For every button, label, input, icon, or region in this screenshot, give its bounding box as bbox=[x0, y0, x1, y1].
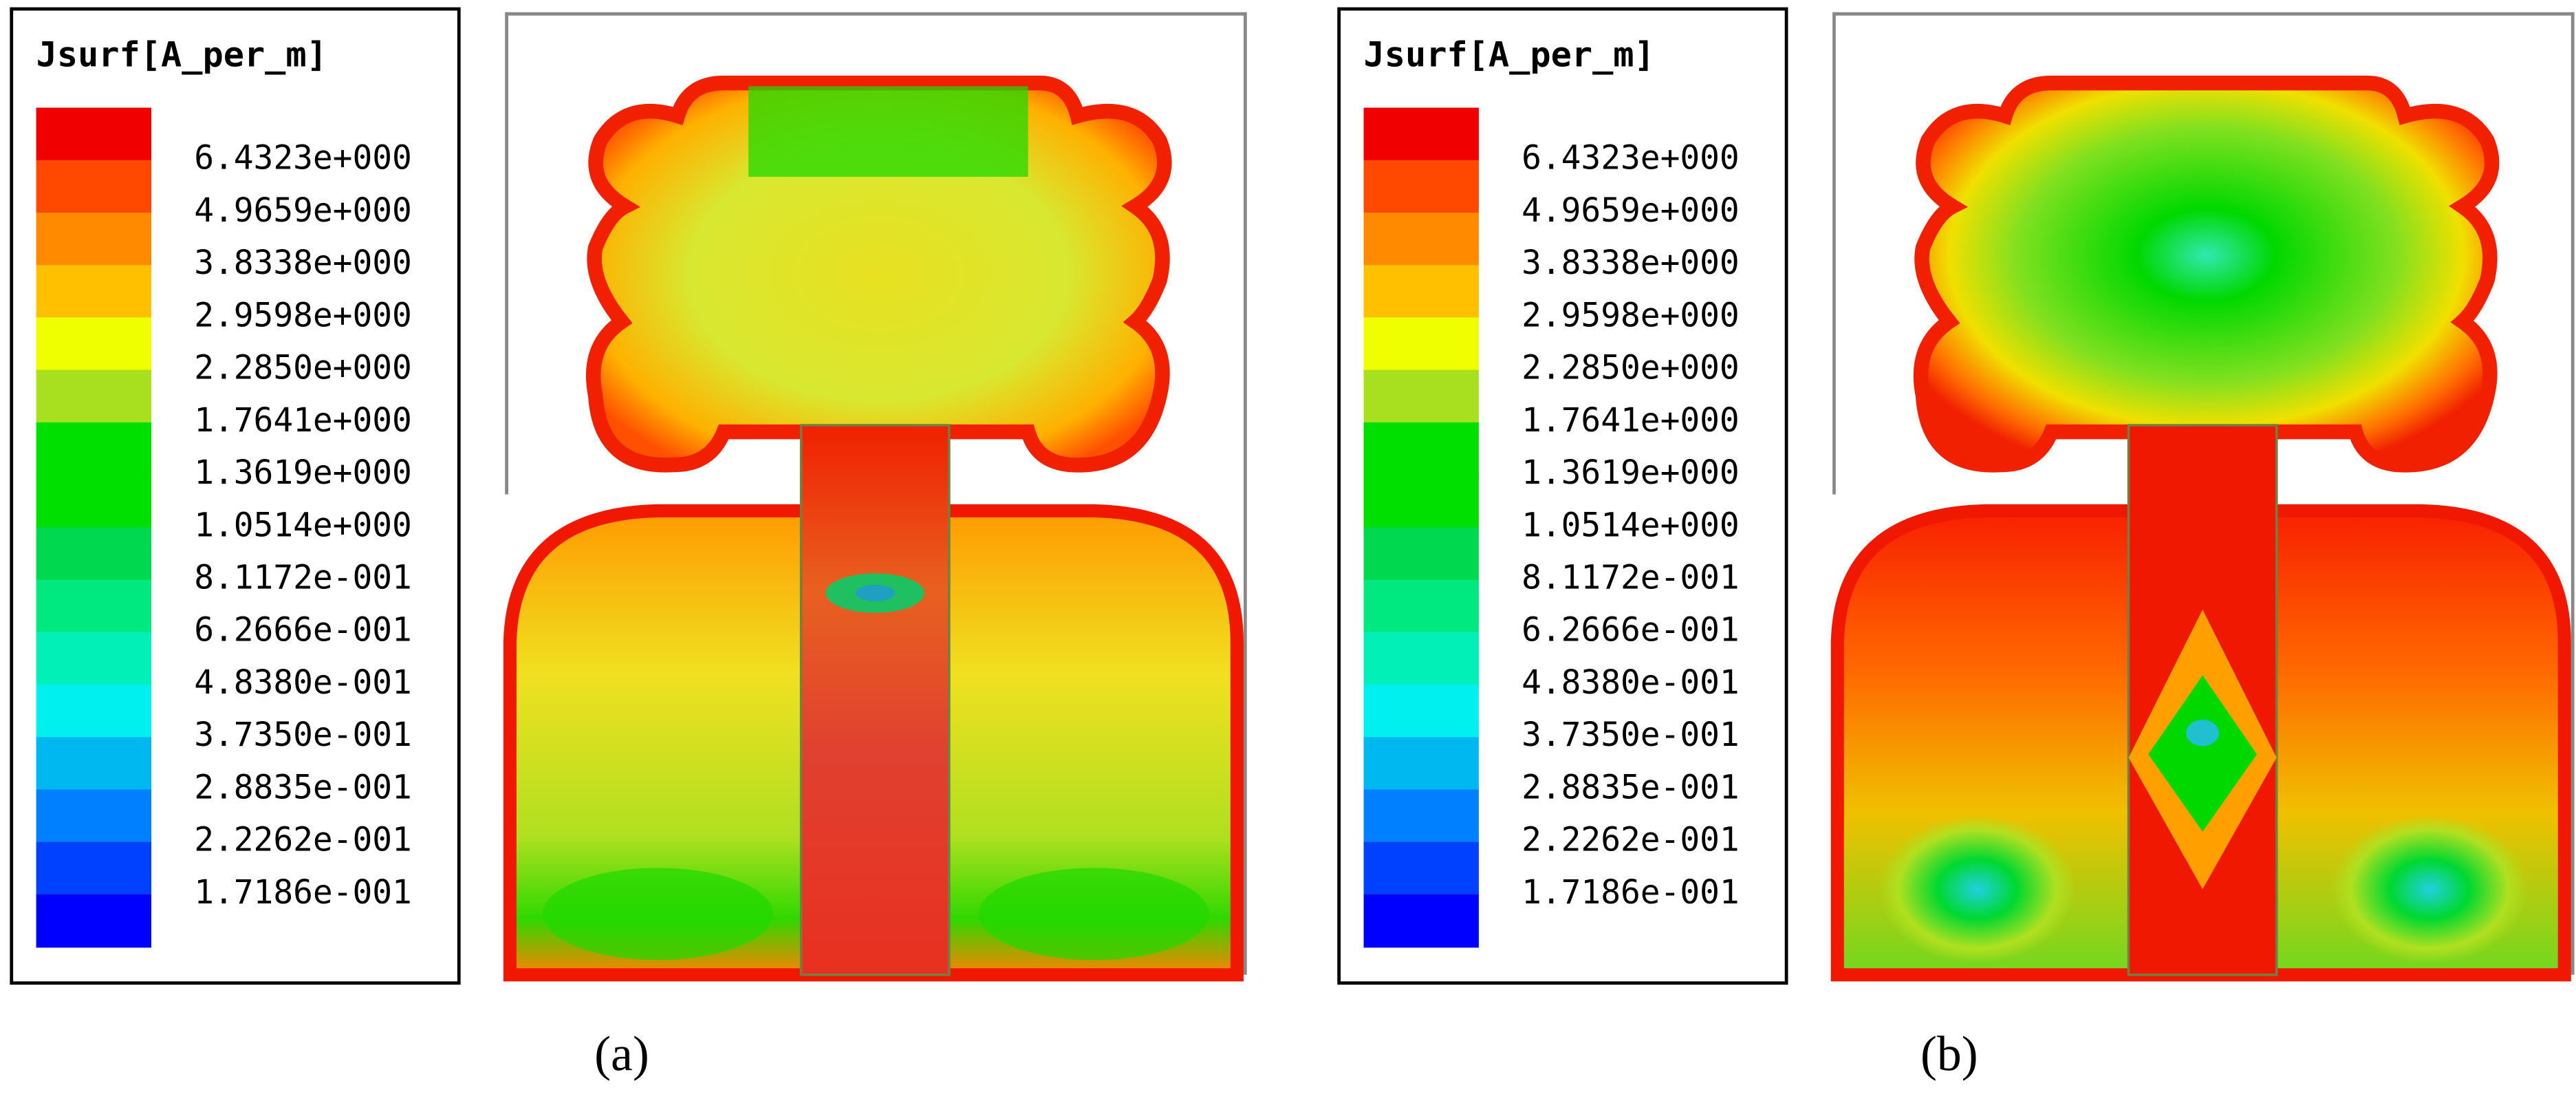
legend-label: 4.8380e-001 bbox=[194, 664, 412, 702]
color-band bbox=[36, 737, 152, 791]
color-band bbox=[36, 422, 152, 476]
color-band bbox=[36, 684, 152, 738]
color-band bbox=[36, 475, 152, 528]
color-band bbox=[1363, 160, 1479, 214]
field-region bbox=[978, 868, 1209, 961]
color-band bbox=[36, 789, 152, 843]
color-band bbox=[1363, 841, 1479, 896]
color-band bbox=[1363, 684, 1479, 738]
color-band bbox=[36, 632, 152, 686]
color-band bbox=[36, 527, 152, 581]
legend-label: 2.9598e+000 bbox=[1522, 297, 1740, 334]
color-band bbox=[1363, 527, 1479, 581]
legend-label: 6.2666e-001 bbox=[194, 612, 412, 650]
legend-label: 1.3619e+000 bbox=[194, 454, 412, 492]
legend-label: 1.7186e-001 bbox=[1522, 874, 1740, 912]
legend-label: 2.8835e-001 bbox=[1522, 769, 1740, 806]
legend-label: 2.2262e-001 bbox=[194, 822, 412, 859]
field-region bbox=[748, 86, 1028, 177]
feed-line bbox=[799, 424, 951, 976]
legend-title: Jsurf[A_per_m] bbox=[36, 34, 327, 75]
color-band bbox=[36, 894, 152, 948]
legend-label: 1.7186e-001 bbox=[194, 874, 412, 912]
legend-label: 2.2850e+000 bbox=[194, 350, 412, 387]
plot-b bbox=[1830, 12, 2575, 982]
radiator-patch bbox=[585, 75, 1172, 473]
color-band bbox=[1363, 317, 1479, 371]
color-band bbox=[1363, 422, 1479, 476]
legend-label: 2.2850e+000 bbox=[1522, 350, 1740, 387]
field-region bbox=[2186, 720, 2220, 747]
legend-label: 1.7641e+000 bbox=[1522, 402, 1740, 440]
legend-label: 4.9659e+000 bbox=[194, 192, 412, 230]
legend-label: 1.0514e+000 bbox=[194, 506, 412, 544]
color-band bbox=[1363, 632, 1479, 686]
color-band bbox=[1363, 789, 1479, 843]
color-band bbox=[36, 107, 152, 161]
legend-label: 6.4323e+000 bbox=[1522, 140, 1740, 178]
legend-label: 1.3619e+000 bbox=[1522, 454, 1740, 492]
color-band bbox=[1363, 894, 1479, 948]
color-band bbox=[1363, 737, 1479, 791]
legend-label: 3.7350e-001 bbox=[1522, 716, 1740, 754]
color-band bbox=[36, 212, 152, 266]
legend-label: 1.7641e+000 bbox=[194, 402, 412, 440]
color-band bbox=[36, 841, 152, 896]
legend-label: 2.9598e+000 bbox=[194, 297, 412, 334]
frame bbox=[1832, 12, 2575, 975]
color-band bbox=[1363, 579, 1479, 633]
legend-label: 3.7350e-001 bbox=[194, 716, 412, 754]
radiator-patch bbox=[1913, 75, 2500, 473]
legend-label: 2.8835e-001 bbox=[194, 769, 412, 806]
plot-a bbox=[503, 12, 1247, 982]
color-band bbox=[1363, 212, 1479, 266]
field-region bbox=[543, 868, 773, 961]
color-band bbox=[36, 317, 152, 371]
field-region bbox=[2330, 815, 2529, 964]
caption: (b) bbox=[1920, 1026, 1978, 1081]
legend-label: 6.4323e+000 bbox=[194, 140, 412, 178]
legend-label: 1.0514e+000 bbox=[1522, 506, 1740, 544]
legend-label: 3.8338e+000 bbox=[1522, 244, 1740, 282]
legend-label: 4.9659e+000 bbox=[1522, 192, 1740, 230]
color-band bbox=[36, 160, 152, 214]
field-region bbox=[2148, 675, 2258, 832]
field-region bbox=[1879, 815, 2077, 964]
color-band bbox=[36, 579, 152, 633]
legend-title: Jsurf[A_per_m] bbox=[1364, 34, 1655, 75]
frame bbox=[505, 12, 1247, 975]
legend-label: 3.8338e+000 bbox=[194, 244, 412, 282]
legend-label: 8.1172e-001 bbox=[1522, 559, 1740, 597]
field-region bbox=[855, 585, 895, 601]
caption: (a) bbox=[594, 1026, 649, 1081]
color-band bbox=[36, 369, 152, 424]
color-band bbox=[1363, 265, 1479, 319]
legend-label: 6.2666e-001 bbox=[1522, 612, 1740, 650]
color-band bbox=[36, 265, 152, 319]
color-band bbox=[1363, 107, 1479, 161]
color-band bbox=[1363, 475, 1479, 528]
legend-label: 4.8380e-001 bbox=[1522, 664, 1740, 702]
legend-label: 8.1172e-001 bbox=[194, 559, 412, 597]
legend-label: 2.2262e-001 bbox=[1522, 822, 1740, 859]
color-band bbox=[1363, 369, 1479, 424]
